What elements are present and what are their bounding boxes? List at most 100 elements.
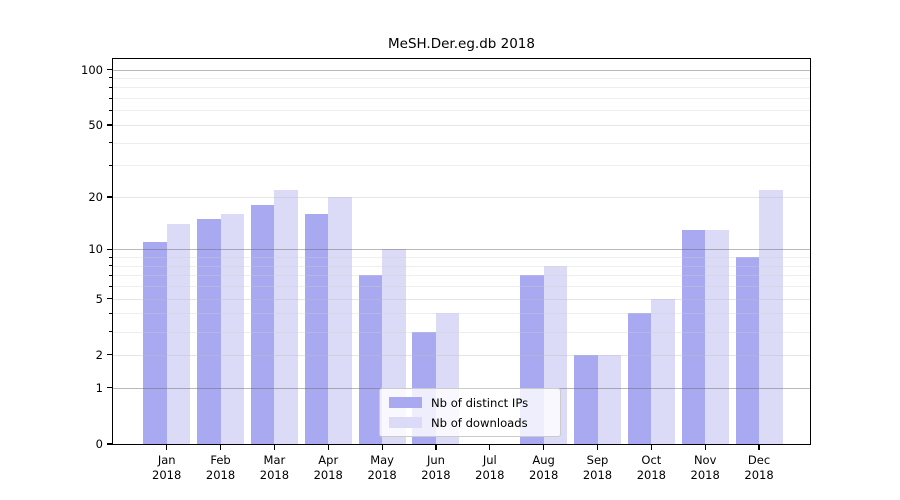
x-tick-label: Apr 2018: [296, 453, 360, 482]
x-tick-year: 2018: [744, 467, 774, 482]
x-tick-month: Dec: [747, 453, 771, 467]
y-tick-label: 0: [95, 437, 103, 451]
x-tick-label: May 2018: [350, 453, 414, 482]
gridline-minor: [113, 87, 810, 89]
y-tick-label: 100: [81, 62, 103, 77]
x-tick-year: 2018: [367, 467, 397, 482]
x-tick-label: Mar 2018: [242, 453, 306, 482]
y-axis-minor-tick: [109, 97, 113, 99]
y-axis-minor-tick: [109, 354, 113, 356]
x-tick-month: Apr: [318, 453, 339, 467]
x-tick-year: 2018: [205, 467, 236, 482]
bar-ips-jan: [143, 242, 167, 444]
gridline-minor: [113, 165, 810, 167]
y-axis-minor-tick: [109, 86, 113, 88]
x-tick-year: 2018: [152, 467, 182, 482]
y-tick-label: 20: [88, 189, 103, 204]
legend: Nb of distinct IPs Nb of downloads: [379, 388, 561, 437]
x-axis-tick: [489, 444, 491, 450]
bar-ips-apr: [304, 214, 329, 444]
x-tick-month: Jul: [482, 453, 497, 467]
legend-item-downloads: Nb of downloads: [389, 415, 551, 430]
bar-downloads-apr: [328, 196, 352, 444]
x-tick-label: Jan 2018: [135, 453, 199, 482]
gridline-minor: [113, 313, 810, 315]
y-tick-label: 5: [95, 291, 103, 306]
gridline-light: [113, 354, 810, 356]
x-axis-tick: [596, 444, 599, 450]
gridline-light: [113, 196, 810, 198]
plot-area: [107, 58, 811, 450]
bar-downloads-nov: [705, 229, 729, 444]
y-axis-tick: [107, 248, 113, 251]
x-axis-tick: [381, 444, 383, 450]
x-tick-month: Jan: [157, 453, 176, 467]
gridline-minor: [113, 331, 810, 333]
bar-downloads-dec: [759, 189, 783, 444]
y-axis-minor-tick: [109, 265, 113, 267]
gridline-light: [113, 298, 810, 300]
x-tick-year: 2018: [259, 467, 290, 482]
x-tick-month: Jun: [426, 453, 445, 467]
bar-ips-oct: [627, 313, 652, 444]
x-tick-month: Nov: [693, 453, 717, 467]
x-tick-year: 2018: [582, 467, 613, 482]
x-tick-label: Jun 2018: [404, 453, 468, 482]
y-axis-tick: [107, 443, 113, 445]
x-tick-year: 2018: [529, 467, 559, 482]
x-tick-month: Oct: [641, 453, 662, 467]
x-tick-label: Jul 2018: [458, 453, 522, 482]
x-axis-tick: [327, 444, 329, 450]
x-axis-tick: [758, 444, 760, 450]
legend-label-downloads: Nb of downloads: [431, 415, 528, 430]
x-tick-label: Sep 2018: [566, 453, 630, 482]
gridline-minor: [113, 265, 810, 267]
bar-downloads-feb: [220, 214, 245, 444]
gridline-major: [113, 249, 810, 251]
y-axis-tick: [107, 387, 113, 389]
bar-ips-feb: [197, 219, 221, 444]
x-axis-tick: [273, 444, 275, 450]
x-tick-label: Dec 2018: [727, 453, 791, 482]
gridline-major: [113, 69, 810, 71]
x-tick-label: Nov 2018: [673, 453, 737, 482]
legend-swatch-ips: [389, 397, 422, 408]
x-tick-year: 2018: [313, 467, 343, 482]
gridline-minor: [113, 257, 810, 259]
gridline-minor: [113, 98, 810, 100]
x-axis-tick: [219, 444, 222, 450]
bar-ips-sep: [574, 354, 598, 444]
y-axis-minor-tick: [109, 164, 113, 166]
x-tick-month: Mar: [263, 453, 286, 467]
x-axis-tick: [435, 444, 437, 450]
chart-title: MeSH.Der.eg.db 2018: [388, 36, 535, 52]
y-tick-label: 1: [95, 380, 103, 395]
x-axis-tick: [650, 444, 652, 450]
bar-ips-nov: [681, 229, 706, 444]
y-axis-minor-tick: [109, 312, 113, 314]
x-tick-month: Sep: [586, 453, 609, 467]
bar-downloads-jan: [166, 224, 191, 444]
y-tick-label: 50: [88, 117, 103, 132]
bar-downloads-mar: [274, 189, 298, 444]
x-tick-month: Aug: [532, 453, 555, 467]
y-axis-minor-tick: [109, 124, 113, 126]
x-axis-tick: [704, 444, 706, 450]
bar-ips-dec: [735, 257, 760, 444]
y-axis-tick: [107, 68, 113, 71]
y-axis-minor-tick: [109, 274, 113, 276]
x-axis-tick: [543, 444, 545, 450]
bar-ips-may: [358, 275, 383, 444]
gridline-light: [113, 124, 810, 126]
gridline-minor: [113, 110, 810, 112]
legend-item-ips: Nb of distinct IPs: [389, 395, 551, 410]
y-axis-minor-tick: [109, 298, 113, 300]
x-tick-year: 2018: [690, 467, 720, 482]
x-tick-label: Oct 2018: [619, 453, 683, 482]
y-axis-minor-tick: [109, 109, 113, 111]
y-axis-minor-tick: [109, 256, 113, 258]
bar-downloads-sep: [597, 354, 621, 444]
y-axis-minor-tick: [109, 331, 113, 333]
x-tick-year: 2018: [636, 467, 666, 482]
x-tick-month: May: [370, 453, 394, 467]
